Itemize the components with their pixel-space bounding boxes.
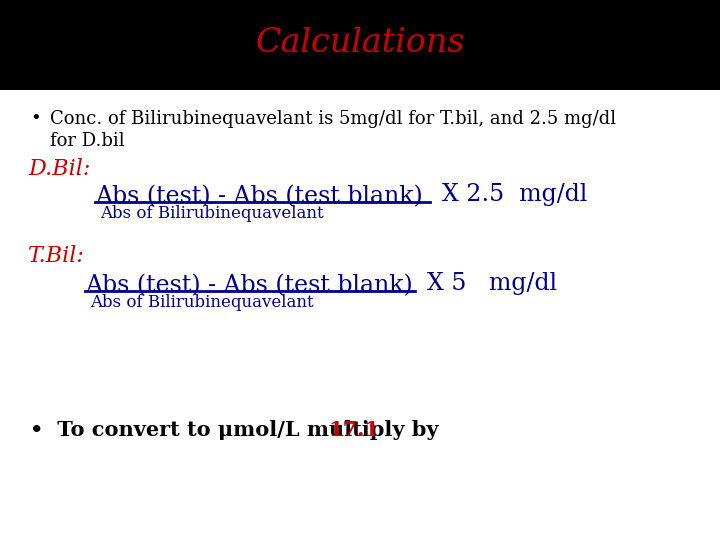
- Text: Abs of Bilirubinequavelant: Abs of Bilirubinequavelant: [100, 205, 323, 222]
- Text: Conc. of Bilirubinequavelant is 5mg/dl for T.bil, and 2.5 mg/dl: Conc. of Bilirubinequavelant is 5mg/dl f…: [50, 110, 616, 128]
- Text: X 2.5  mg/dl: X 2.5 mg/dl: [442, 183, 588, 206]
- Text: To convert to μmol/L multiply by: To convert to μmol/L multiply by: [50, 420, 446, 440]
- Text: Abs (test) - Abs (test blank): Abs (test) - Abs (test blank): [95, 185, 423, 208]
- Text: for D.bil: for D.bil: [50, 132, 125, 150]
- Text: D.Bil:: D.Bil:: [28, 158, 91, 180]
- Text: Calculations: Calculations: [256, 27, 464, 59]
- Text: •: •: [30, 110, 41, 128]
- Text: Abs (test) - Abs (test blank): Abs (test) - Abs (test blank): [85, 274, 413, 297]
- Text: •: •: [30, 420, 43, 440]
- Bar: [0, 0, 720, 90]
- Text: Abs of Bilirubinequavelant: Abs of Bilirubinequavelant: [90, 294, 314, 311]
- Text: X 5   mg/dl: X 5 mg/dl: [427, 272, 557, 295]
- Text: 17.1: 17.1: [329, 420, 380, 440]
- Text: T.Bil:: T.Bil:: [28, 245, 85, 267]
